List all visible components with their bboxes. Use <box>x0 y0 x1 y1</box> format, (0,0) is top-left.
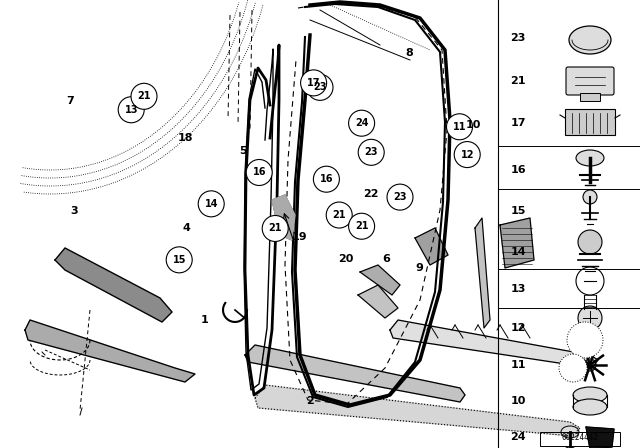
Circle shape <box>326 202 352 228</box>
Text: 16: 16 <box>510 165 526 175</box>
Bar <box>565 109 615 135</box>
Text: 16: 16 <box>252 168 266 177</box>
Text: 11: 11 <box>452 122 467 132</box>
Polygon shape <box>272 195 295 240</box>
Circle shape <box>559 354 587 382</box>
Polygon shape <box>245 345 465 402</box>
Bar <box>580 93 600 101</box>
Text: 23: 23 <box>313 82 327 92</box>
Circle shape <box>576 267 604 295</box>
Text: 19: 19 <box>292 233 307 242</box>
Text: 4: 4 <box>183 224 191 233</box>
Circle shape <box>349 213 374 239</box>
Text: 12: 12 <box>460 150 474 159</box>
Circle shape <box>198 191 224 217</box>
Circle shape <box>358 139 384 165</box>
Polygon shape <box>360 265 400 295</box>
Polygon shape <box>255 385 580 436</box>
Text: 22: 22 <box>364 189 379 198</box>
Polygon shape <box>55 248 172 322</box>
Circle shape <box>454 142 480 168</box>
Polygon shape <box>390 320 598 368</box>
Text: 12: 12 <box>510 323 525 333</box>
Circle shape <box>349 110 374 136</box>
Circle shape <box>314 166 339 192</box>
Text: 21: 21 <box>355 221 369 231</box>
Ellipse shape <box>561 426 579 438</box>
Polygon shape <box>358 285 398 318</box>
Ellipse shape <box>576 150 604 166</box>
Circle shape <box>131 83 157 109</box>
Circle shape <box>567 322 603 358</box>
Text: 7: 7 <box>67 96 74 106</box>
Text: 21: 21 <box>510 76 525 86</box>
Text: 24: 24 <box>355 118 369 128</box>
Text: 00224442: 00224442 <box>561 433 598 442</box>
Text: 3: 3 <box>70 206 78 215</box>
Text: 10: 10 <box>466 120 481 129</box>
Circle shape <box>584 359 596 371</box>
Text: 14: 14 <box>204 199 218 209</box>
Text: 2: 2 <box>307 396 314 406</box>
Text: 21: 21 <box>137 91 151 101</box>
Text: 9: 9 <box>415 263 423 273</box>
Text: 23: 23 <box>393 192 407 202</box>
FancyBboxPatch shape <box>566 67 614 95</box>
Text: 23: 23 <box>364 147 378 157</box>
Ellipse shape <box>564 447 576 448</box>
Text: 15: 15 <box>510 206 525 216</box>
Text: 13: 13 <box>124 105 138 115</box>
Polygon shape <box>25 320 195 382</box>
Text: 15: 15 <box>172 255 186 265</box>
Circle shape <box>447 114 472 140</box>
Text: 23: 23 <box>510 33 525 43</box>
Text: 5: 5 <box>239 146 247 156</box>
Text: 21: 21 <box>268 224 282 233</box>
Ellipse shape <box>573 399 607 415</box>
Text: 8: 8 <box>406 48 413 58</box>
Circle shape <box>578 230 602 254</box>
Circle shape <box>583 190 597 204</box>
Text: 10: 10 <box>510 396 525 406</box>
Text: 18: 18 <box>178 133 193 143</box>
Text: 14: 14 <box>510 247 526 257</box>
Circle shape <box>118 97 144 123</box>
Text: 17: 17 <box>510 118 525 128</box>
Polygon shape <box>415 228 448 265</box>
Text: 11: 11 <box>510 360 525 370</box>
Ellipse shape <box>569 26 611 54</box>
Polygon shape <box>500 218 534 268</box>
Circle shape <box>301 70 326 96</box>
Bar <box>540 432 620 446</box>
Text: 16: 16 <box>319 174 333 184</box>
Circle shape <box>387 184 413 210</box>
Circle shape <box>307 74 333 100</box>
Text: 17: 17 <box>307 78 321 88</box>
Circle shape <box>262 215 288 241</box>
Text: 6: 6 <box>382 254 390 264</box>
Text: 1: 1 <box>201 315 209 325</box>
Ellipse shape <box>573 387 607 403</box>
Polygon shape <box>475 218 490 328</box>
Text: 24: 24 <box>510 432 526 442</box>
Text: 13: 13 <box>510 284 525 294</box>
Circle shape <box>578 306 602 330</box>
Circle shape <box>166 247 192 273</box>
Polygon shape <box>586 427 614 448</box>
Text: 21: 21 <box>332 210 346 220</box>
Circle shape <box>246 159 272 185</box>
Text: 20: 20 <box>338 254 353 264</box>
